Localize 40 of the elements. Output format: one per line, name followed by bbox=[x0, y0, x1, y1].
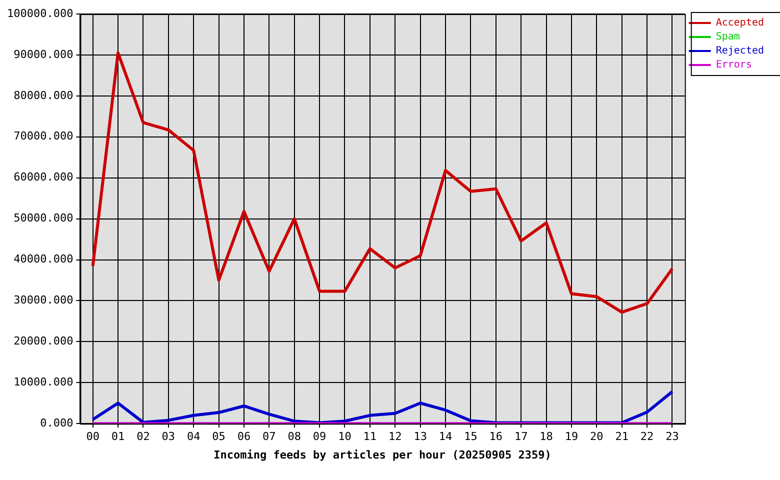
x-tick-label: 18 bbox=[540, 430, 553, 444]
y-tick-label: 70000.000 bbox=[14, 130, 74, 143]
y-tick-label: 60000.000 bbox=[14, 170, 74, 184]
x-tick-label: 13 bbox=[414, 430, 427, 444]
x-tick-label: 22 bbox=[640, 430, 654, 444]
x-tick-label: 07 bbox=[262, 430, 276, 444]
x-tick-label: 19 bbox=[564, 430, 578, 444]
x-axis-title: Incoming feeds by articles per hour (20250905 2359) bbox=[214, 448, 552, 462]
x-tick-label: 02 bbox=[136, 430, 150, 444]
x-tick-label: 01 bbox=[111, 430, 125, 444]
y-tick-label: 10000.000 bbox=[14, 376, 74, 388]
y-tick-label: 0.000 bbox=[40, 416, 74, 430]
x-tick-label: 23 bbox=[666, 430, 679, 444]
x-tick-label: 15 bbox=[464, 430, 478, 444]
x-tick-label: 16 bbox=[489, 430, 503, 444]
y-tick-label: 30000.000 bbox=[14, 294, 74, 307]
x-tick-label: 11 bbox=[363, 430, 377, 444]
y-tick-label: 90000.000 bbox=[14, 48, 74, 61]
x-tick-label: 17 bbox=[514, 430, 528, 444]
y-tick-label: 100000.000 bbox=[6, 6, 74, 20]
x-tick-label: 03 bbox=[162, 430, 176, 444]
x-tick-label: 21 bbox=[615, 430, 628, 444]
x-tick-label: 12 bbox=[388, 430, 402, 444]
x-tick-label: 06 bbox=[237, 430, 251, 444]
y-tick-label: 20000.000 bbox=[14, 334, 74, 348]
y-tick-label: 80000.000 bbox=[14, 88, 74, 102]
x-tick-label: 20 bbox=[590, 430, 604, 444]
legend-label: Accepted bbox=[716, 18, 764, 29]
x-tick-label: 08 bbox=[288, 430, 301, 444]
x-tick-label: 00 bbox=[86, 430, 100, 444]
legend-label: Spam bbox=[716, 32, 740, 43]
x-tick-label: 09 bbox=[312, 430, 326, 444]
x-tick-label: 10 bbox=[338, 430, 352, 444]
x-tick-label: 04 bbox=[186, 430, 201, 444]
y-tick-label: 50000.000 bbox=[14, 212, 74, 225]
legend-label: Errors bbox=[716, 60, 752, 71]
x-tick-label: 05 bbox=[212, 430, 226, 444]
x-tick-label: 14 bbox=[438, 430, 453, 444]
legend-label: Rejected bbox=[716, 46, 764, 57]
y-tick-label: 40000.000 bbox=[14, 252, 74, 266]
